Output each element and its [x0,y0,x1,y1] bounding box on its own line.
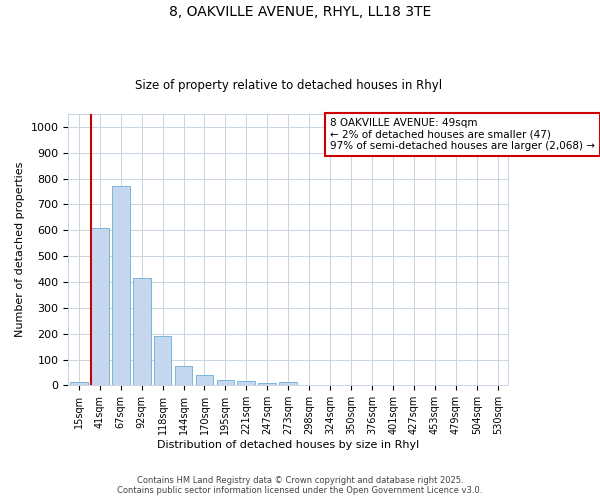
Bar [154,336,172,386]
Y-axis label: Number of detached properties: Number of detached properties [15,162,25,338]
Bar [280,382,297,386]
Bar [112,186,130,386]
Title: Size of property relative to detached houses in Rhyl: Size of property relative to detached ho… [135,79,442,92]
Text: 8 OAKVILLE AVENUE: 49sqm
← 2% of detached houses are smaller (47)
97% of semi-de: 8 OAKVILLE AVENUE: 49sqm ← 2% of detache… [330,118,595,152]
Bar [175,366,193,386]
Text: Contains HM Land Registry data © Crown copyright and database right 2025.
Contai: Contains HM Land Registry data © Crown c… [118,476,482,495]
Text: 8, OAKVILLE AVENUE, RHYL, LL18 3TE: 8, OAKVILLE AVENUE, RHYL, LL18 3TE [169,5,431,19]
Bar [91,228,109,386]
Bar [217,380,235,386]
Bar [70,382,88,386]
Bar [238,382,255,386]
Bar [259,384,276,386]
X-axis label: Distribution of detached houses by size in Rhyl: Distribution of detached houses by size … [157,440,419,450]
Bar [196,375,214,386]
Bar [133,278,151,386]
